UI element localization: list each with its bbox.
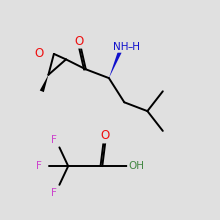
Text: O: O — [34, 47, 43, 60]
Polygon shape — [109, 51, 122, 78]
Text: –H: –H — [127, 42, 140, 52]
Text: OH: OH — [128, 161, 144, 171]
Text: F: F — [36, 161, 42, 171]
Text: F: F — [51, 187, 57, 198]
Text: NH: NH — [113, 42, 129, 52]
Polygon shape — [40, 75, 48, 92]
Text: O: O — [75, 35, 84, 48]
Text: O: O — [100, 129, 109, 143]
Text: F: F — [51, 135, 57, 145]
